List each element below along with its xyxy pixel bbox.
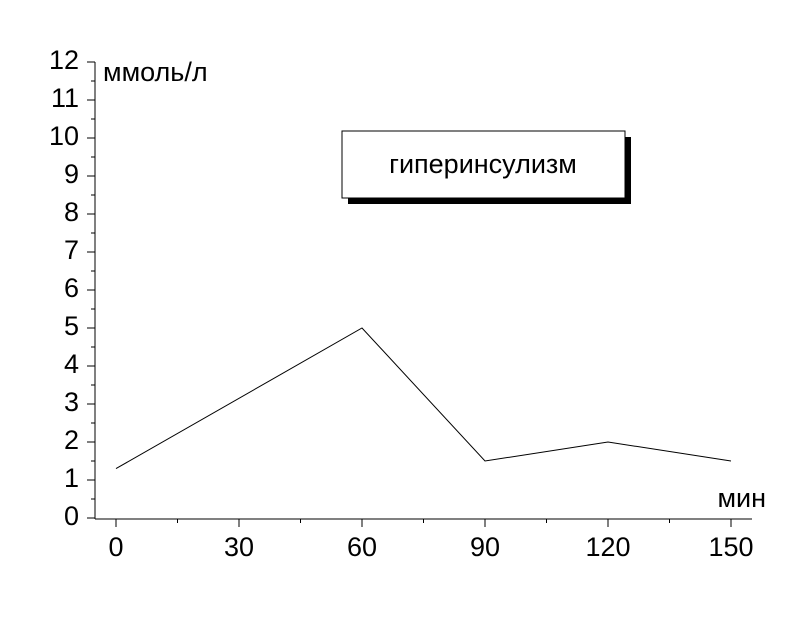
legend-label: гиперинсулизм: [389, 149, 577, 179]
series-line: [115, 327, 732, 470]
y-axis-label: ммоль/л: [103, 57, 208, 87]
y-tick-label: 4: [64, 349, 79, 379]
y-tick-label: 9: [64, 159, 79, 189]
y-tick-label: 2: [64, 425, 79, 455]
y-tick-label: 12: [49, 45, 79, 75]
legend-box: [341, 130, 626, 199]
x-tick-label: 30: [224, 532, 254, 562]
y-tick-label: 0: [64, 501, 79, 531]
x-axis-label: мин: [717, 483, 766, 513]
y-tick-label: 5: [64, 311, 79, 341]
y-tick-label: 3: [64, 387, 79, 417]
x-tick-label: 150: [708, 532, 753, 562]
y-tick-label: 7: [64, 235, 79, 265]
x-tick-label: 120: [585, 532, 630, 562]
y-tick-label: 10: [49, 121, 79, 151]
y-tick-label: 1: [64, 463, 79, 493]
y-tick-label: 11: [51, 83, 79, 113]
x-tick-label: 90: [470, 532, 500, 562]
y-tick-label: 6: [64, 273, 79, 303]
x-tick-label: 60: [347, 532, 377, 562]
x-tick-label: 0: [108, 532, 123, 562]
y-tick-label: 8: [64, 197, 79, 227]
